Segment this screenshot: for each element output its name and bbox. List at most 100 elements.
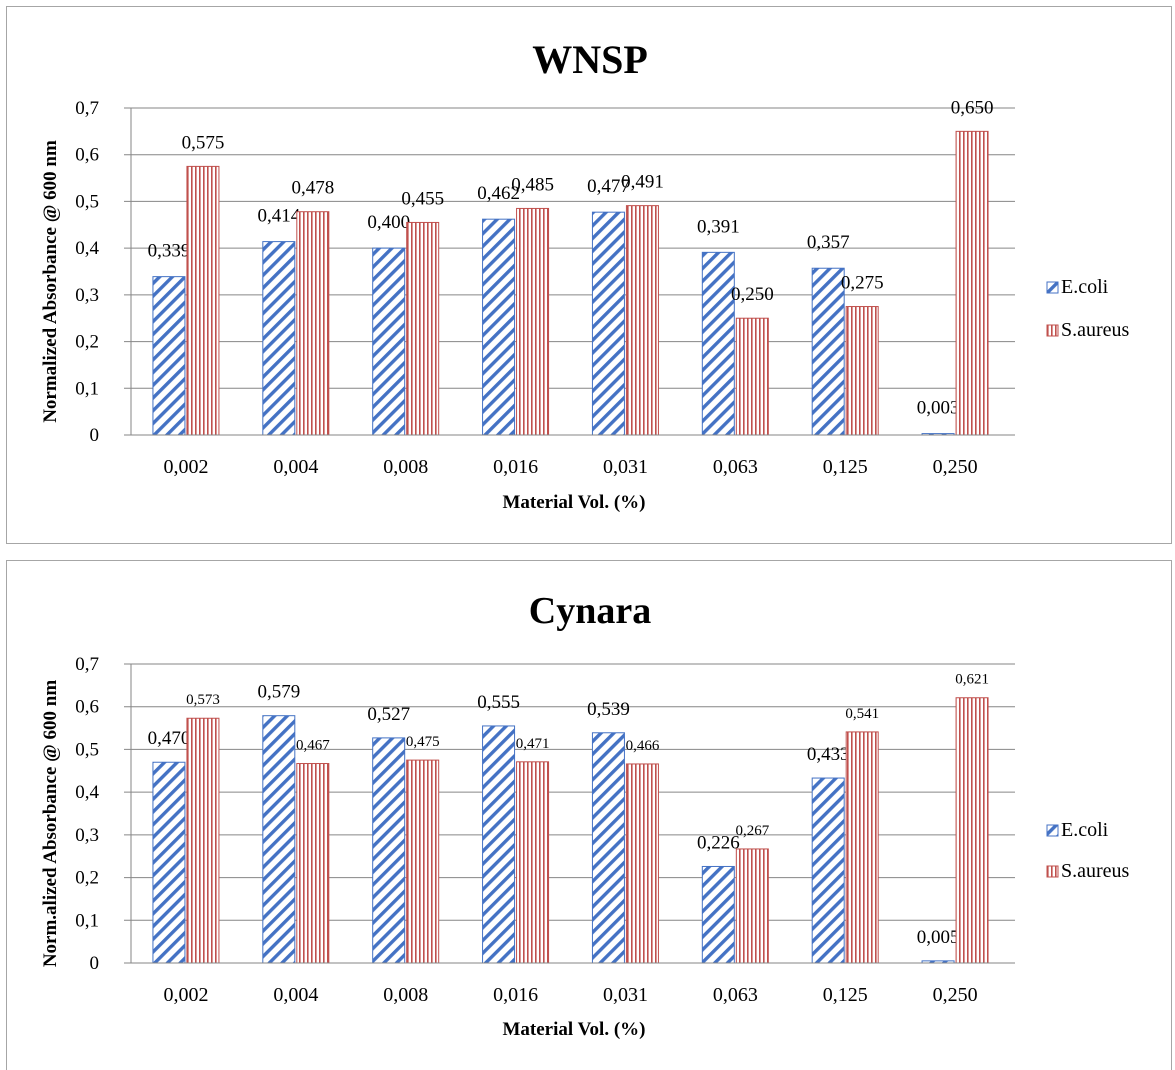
bar-saureus [406,221,440,436]
data-label-saureus: 0,650 [951,97,994,118]
bar-saureus [955,130,989,436]
x-tick-label: 0,125 [823,984,868,1006]
y-tick-label: 0,3 [75,285,99,306]
bar-ecoli [811,267,845,436]
data-label-ecoli: 0,527 [367,704,410,725]
data-label-saureus: 0,466 [626,738,660,754]
x-tick-label: 0,250 [933,984,978,1006]
bar-ecoli [811,777,845,964]
y-axis-label: Norm.alized Absorbance @ 600 nm [40,680,61,968]
bar-saureus [735,848,769,964]
legend-swatch-ecoli [1046,824,1059,837]
x-axis-label: Material Vol. (%) [502,1019,645,1040]
data-label-ecoli: 0,539 [587,699,630,720]
data-label-saureus: 0,267 [735,823,769,839]
y-tick-label: 0,1 [75,378,99,399]
legend-label-saureus: S.aureus [1061,860,1130,882]
y-tick-label: 0,3 [75,825,99,846]
x-tick-label: 0,250 [933,456,978,478]
bar-ecoli [482,218,516,436]
bar-saureus [625,763,659,964]
wnsp-chart: WNSP 0 0,1 0,2 0,3 0,4 0,5 0,6 0,7 0,002 0,339 0,57… [40,37,1130,513]
chart-title: WNSP [532,37,648,82]
x-tick-label: 0,063 [713,984,758,1006]
x-tick-label: 0,004 [273,984,318,1006]
bar-ecoli [372,247,406,436]
data-label-ecoli: 0,462 [477,183,520,204]
bar-ecoli [372,737,406,964]
bar-saureus [406,759,440,964]
y-tick-label: 0 [90,953,100,974]
cynara-chart: Cynara 0 0,1 0,2 0,3 0,4 0,5 0,6 0,7 0,002 0,470 0,… [40,590,1130,1040]
bar-saureus [845,731,879,964]
data-label-saureus: 0,455 [401,188,444,209]
y-tick-label: 0,5 [75,191,99,212]
data-label-ecoli: 0,477 [587,176,630,197]
bar-ecoli [152,761,186,964]
data-label-ecoli: 0,433 [807,744,850,765]
data-label-ecoli: 0,339 [148,241,191,262]
data-label-saureus: 0,621 [955,672,989,688]
x-tick-label: 0,063 [713,456,758,478]
x-tick-label: 0,031 [603,456,648,478]
bar-saureus [186,717,220,964]
y-tick-label: 0,6 [75,697,99,718]
bar-saureus [296,763,330,964]
y-tick-label: 0,2 [75,332,99,353]
bar-ecoli [482,725,516,964]
x-tick-label: 0,002 [163,456,208,478]
wnsp-chart-panel: WNSP 0 0,1 0,2 0,3 0,4 0,5 0,6 0,7 0,002 0,339 0,57… [6,6,1172,544]
data-label-ecoli: 0,357 [807,232,850,253]
legend-label-ecoli: E.coli [1061,276,1109,298]
x-tick-label: 0,016 [493,456,538,478]
data-label-ecoli: 0,400 [367,212,410,233]
x-tick-label: 0,004 [273,456,318,478]
bar-ecoli [591,211,625,436]
data-label-saureus: 0,478 [291,178,334,199]
legend-swatch-saureus [1046,324,1059,337]
x-tick-label: 0,031 [603,984,648,1006]
legend-label-saureus: S.aureus [1061,319,1130,341]
bar-saureus [625,205,659,436]
x-tick-label: 0,008 [383,456,428,478]
data-label-saureus: 0,573 [186,692,220,708]
y-axis-label: Normalized Absorbance @ 600 nm [40,140,61,423]
data-label-saureus: 0,275 [841,273,884,294]
y-tick-label: 0,2 [75,868,99,889]
data-label-ecoli: 0,470 [148,728,191,749]
cynara-chart-panel: Cynara 0 0,1 0,2 0,3 0,4 0,5 0,6 0,7 0,002 0,470 0,… [6,560,1172,1070]
bar-ecoli [701,865,735,964]
data-label-saureus: 0,541 [845,706,879,722]
y-tick-label: 0,7 [75,98,99,119]
data-label-saureus: 0,467 [296,738,330,754]
bar-ecoli [701,251,735,436]
legend-swatch-ecoli [1046,281,1059,294]
data-label-ecoli: 0,003 [917,398,960,419]
bar-saureus [516,207,550,436]
y-tick-label: 0 [90,425,100,446]
bar-saureus [186,165,220,436]
bar-ecoli [262,715,296,964]
legend-swatch-saureus [1046,865,1059,878]
data-label-ecoli: 0,005 [917,927,960,948]
bar-saureus [955,697,989,964]
y-tick-label: 0,6 [75,145,99,166]
y-tick-label: 0,7 [75,654,99,675]
y-tick-label: 0,4 [75,238,99,259]
data-label-saureus: 0,491 [621,172,664,193]
bar-ecoli [591,732,625,964]
x-tick-label: 0,125 [823,456,868,478]
x-tick-label: 0,008 [383,984,428,1006]
x-axis-label: Material Vol. (%) [502,492,645,513]
data-label-ecoli: 0,555 [477,692,520,713]
data-label-saureus: 0,485 [511,174,554,195]
bar-saureus [516,761,550,964]
legend-label-ecoli: E.coli [1061,819,1109,841]
data-label-ecoli: 0,414 [257,206,300,227]
data-label-saureus: 0,250 [731,284,774,305]
bar-ecoli [262,241,296,436]
x-tick-label: 0,002 [163,984,208,1006]
data-label-saureus: 0,575 [182,132,225,153]
bar-ecoli [152,276,186,436]
x-tick-label: 0,016 [493,984,538,1006]
